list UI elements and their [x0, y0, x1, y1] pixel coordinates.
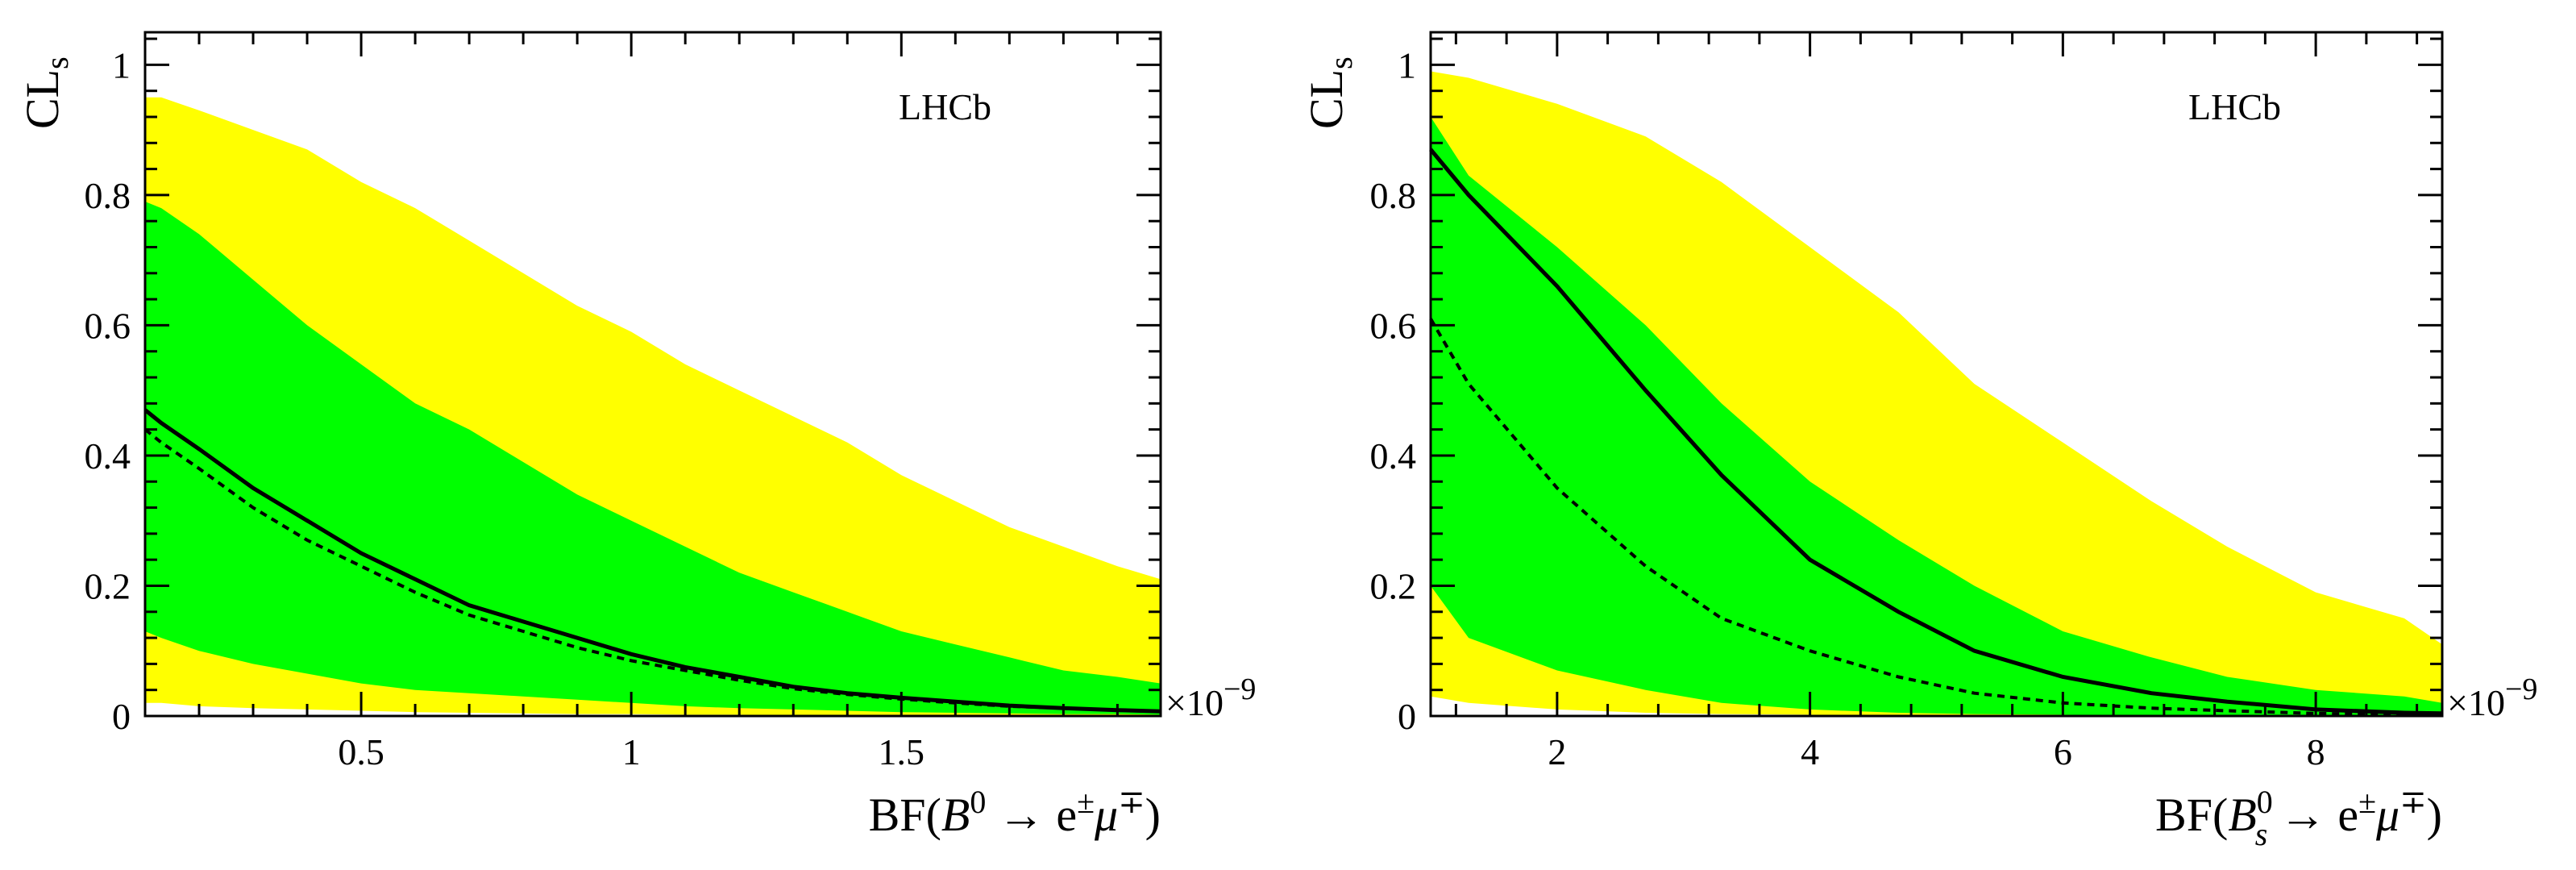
- right-lines: [1429, 148, 2443, 717]
- right-y-axis-title: CLs: [1300, 56, 1359, 129]
- right-band-1sigma: [1431, 117, 2442, 716]
- left-plot-frame: [143, 31, 1162, 718]
- right-expected-line: [1429, 318, 2442, 717]
- right-y-tick-label: 0.4: [1370, 435, 1417, 477]
- right-x-axis-title: BF(B0 s → e±μ∓): [2155, 784, 2442, 852]
- right-x-tick-label: 8: [2307, 731, 2325, 772]
- left-x-tick-label: 1.5: [879, 731, 925, 772]
- right-x-tick-label: 2: [1548, 731, 1566, 772]
- right-bands: [1431, 71, 2442, 716]
- left-panel: 0.5 1 1.5 0 0.2 0.4 0.6 0.8 1 LHCb CLs BF(B0 → e…: [16, 31, 1256, 841]
- left-x-axis-title: BF(B0 → e±μ∓): [869, 784, 1161, 841]
- left-exponent-label: ×10−9: [1165, 672, 1256, 723]
- left-y-tick-label: 0.6: [85, 305, 131, 346]
- right-ticks: [1431, 32, 2442, 718]
- left-tick-labels: 0.5 1 1.5 0 0.2 0.4 0.6 0.8 1: [85, 44, 925, 772]
- right-plot-frame: [1429, 31, 2444, 718]
- right-panel: 2 4 6 8 0 0.2 0.4 0.6 0.8 1 LHCb CLs BF(B0 s → e±μ…: [1300, 31, 2537, 852]
- left-ticks: [143, 32, 1161, 718]
- left-x-tick-label: 0.5: [338, 731, 384, 772]
- right-y-tick-label: 0.8: [1370, 175, 1417, 216]
- left-y-tick-label: 0.4: [85, 435, 131, 477]
- left-y-tick-label: 0.8: [85, 175, 131, 216]
- right-x-tick-label: 4: [1801, 731, 1819, 772]
- left-x-tick-label: 1: [622, 731, 641, 772]
- right-y-tick-label: 0: [1398, 696, 1416, 737]
- left-lines: [143, 408, 1161, 714]
- right-y-tick-label: 0.2: [1370, 565, 1417, 606]
- left-band-1sigma: [145, 202, 1161, 715]
- right-lhcb-label: LHCb: [2188, 86, 2281, 127]
- left-observed-line: [143, 408, 1161, 714]
- right-x-tick-label: 6: [2054, 731, 2072, 772]
- left-y-tick-label: 0: [112, 696, 131, 737]
- left-y-axis-title: CLs: [16, 56, 75, 129]
- right-y-tick-label: 1: [1398, 44, 1416, 85]
- left-frame: [143, 31, 1162, 718]
- left-y-tick-label: 0.2: [85, 565, 131, 606]
- right-observed-line: [1429, 148, 2443, 716]
- right-frame: [1429, 31, 2444, 718]
- left-lhcb-label: LHCb: [899, 86, 991, 127]
- right-exponent-label: ×10−9: [2447, 672, 2537, 723]
- left-y-tick-label: 1: [112, 44, 131, 85]
- right-y-tick-label: 0.6: [1370, 305, 1417, 346]
- right-tick-labels: 2 4 6 8 0 0.2 0.4 0.6 0.8 1: [1370, 44, 2325, 772]
- left-bands: [145, 97, 1161, 717]
